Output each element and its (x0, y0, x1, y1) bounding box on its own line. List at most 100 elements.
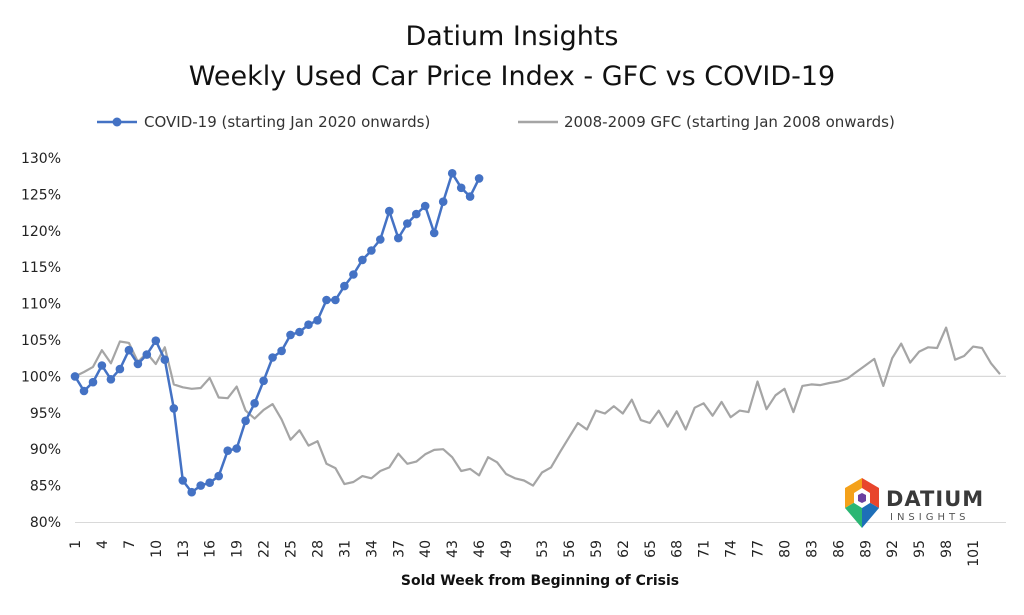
series-point-covid[interactable] (385, 206, 394, 216)
datium-logo-mark (845, 478, 879, 528)
x-tick-label: 86 (831, 540, 847, 558)
x-tick-label: 68 (670, 540, 686, 558)
y-tick-label: 105% (21, 333, 61, 349)
series-line-covid (73, 172, 481, 494)
x-tick-label: 49 (499, 540, 515, 558)
legend-covid-label: COVID-19 (starting Jan 2020 onwards) (144, 113, 430, 131)
series-point-covid[interactable] (358, 255, 367, 265)
x-tick-label: 56 (562, 540, 578, 558)
series-point-covid[interactable] (277, 346, 286, 356)
x-tick-label: 101 (966, 540, 982, 567)
x-tick-label: 65 (643, 540, 659, 558)
series-point-covid[interactable] (79, 386, 89, 396)
legend-covid-marker (112, 117, 122, 127)
y-tick-label: 85% (30, 479, 61, 495)
x-axis: 1 4 7 10 13 16 19 22 25 28 31 34 37 40 43 46 49 53 56 59 62 6… (68, 522, 1006, 567)
series-point-covid[interactable] (241, 416, 250, 426)
series-point-covid[interactable] (151, 336, 161, 346)
series-point-covid[interactable] (340, 281, 349, 291)
datium-logo: DATIUM INSIGHTS (845, 478, 984, 528)
series-point-covid[interactable] (115, 364, 125, 374)
series-point-covid[interactable] (223, 446, 232, 456)
series-point-covid[interactable] (70, 372, 80, 381)
x-tick-label: 59 (589, 540, 605, 558)
x-tick-label: 95 (912, 540, 928, 558)
series-line-gfc (74, 326, 1001, 487)
x-tick-label: 31 (337, 540, 353, 558)
y-tick-label: 130% (21, 151, 61, 167)
series-point-covid[interactable] (268, 353, 277, 362)
series-point-covid[interactable] (178, 476, 188, 485)
series-point-covid[interactable] (376, 235, 385, 244)
series-point-covid[interactable] (322, 295, 331, 305)
series-point-covid[interactable] (447, 169, 457, 178)
series-point-covid[interactable] (331, 295, 340, 305)
series-point-covid[interactable] (97, 361, 107, 370)
series-point-covid[interactable] (259, 376, 268, 386)
series-point-covid[interactable] (160, 355, 170, 365)
series-point-covid[interactable] (412, 209, 421, 219)
x-tick-label: 77 (751, 540, 767, 558)
series-point-covid[interactable] (250, 399, 259, 408)
y-tick-label: 110% (21, 297, 61, 313)
y-tick-label: 80% (30, 515, 61, 531)
series-point-covid[interactable] (456, 183, 466, 193)
x-tick-label: 74 (724, 540, 740, 558)
datium-logo-sub: INSIGHTS (890, 512, 969, 523)
series-point-covid[interactable] (106, 375, 116, 384)
y-tick-label: 90% (30, 442, 61, 458)
series-point-covid[interactable] (196, 481, 205, 490)
series-point-covid[interactable] (304, 320, 313, 330)
x-tick-label: 22 (257, 540, 273, 558)
x-tick-label: 46 (472, 540, 488, 558)
series-point-covid[interactable] (438, 197, 448, 206)
series-point-covid[interactable] (349, 270, 358, 279)
series-point-covid[interactable] (133, 359, 143, 369)
series-point-covid[interactable] (295, 327, 304, 337)
series-point-covid[interactable] (465, 192, 475, 201)
y-tick-label: 125% (21, 187, 61, 203)
x-tick-label: 28 (310, 540, 326, 558)
series-point-covid[interactable] (142, 350, 152, 359)
y-tick-label: 115% (21, 260, 61, 276)
x-tick-label: 43 (445, 540, 461, 558)
series-point-covid[interactable] (313, 316, 322, 325)
x-tick-label: 62 (616, 540, 632, 558)
legend-item-gfc[interactable]: 2008-2009 GFC (starting Jan 2008 onwards… (518, 113, 895, 131)
x-tick-label: 92 (885, 540, 901, 558)
series-point-covid[interactable] (214, 471, 223, 481)
x-tick-label: 1 (68, 540, 84, 549)
series-point-covid[interactable] (169, 404, 179, 413)
series-point-covid[interactable] (286, 330, 295, 340)
x-tick-label: 80 (777, 540, 793, 558)
x-tick-label: 13 (176, 540, 192, 558)
x-tick-label: 34 (364, 540, 380, 558)
series-point-covid[interactable] (124, 345, 134, 355)
x-tick-label: 10 (149, 540, 165, 558)
x-tick-label: 4 (95, 540, 111, 549)
series-point-covid[interactable] (394, 233, 403, 243)
series-point-covid[interactable] (88, 377, 98, 387)
series-point-covid[interactable] (403, 219, 412, 228)
x-tick-label: 83 (804, 540, 820, 558)
x-tick-label: 25 (284, 540, 300, 558)
series-point-covid[interactable] (187, 487, 196, 497)
series-point-covid[interactable] (367, 246, 376, 255)
series-point-covid[interactable] (232, 444, 241, 453)
y-axis: 80% 85% 90% 95% 100% 105% 110% 115% 120% 125% 130% (21, 151, 61, 531)
datium-logo-word: DATIUM (886, 487, 984, 511)
chart-title: Datium Insights (406, 21, 619, 52)
series-point-covid[interactable] (429, 228, 439, 238)
x-tick-label: 37 (391, 540, 407, 558)
x-tick-label: 89 (858, 540, 874, 558)
legend-item-covid[interactable]: COVID-19 (starting Jan 2020 onwards) (97, 113, 430, 131)
series-point-covid[interactable] (420, 201, 430, 211)
legend-gfc-label: 2008-2009 GFC (starting Jan 2008 onwards… (564, 113, 895, 131)
series-point-covid[interactable] (205, 478, 214, 488)
chart-subtitle: Weekly Used Car Price Index - GFC vs COV… (189, 61, 835, 92)
x-axis-label: Sold Week from Beginning of Crisis (401, 573, 679, 589)
series-point-covid[interactable] (474, 174, 484, 183)
x-tick-label: 16 (203, 540, 219, 558)
x-tick-label: 40 (418, 540, 434, 558)
